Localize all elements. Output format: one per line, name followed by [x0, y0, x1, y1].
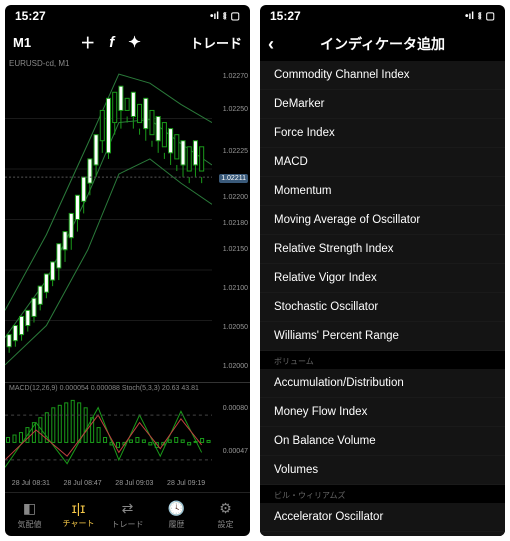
tab-設定[interactable]: ⚙設定: [201, 493, 250, 536]
list-item[interactable]: Volumes: [260, 456, 505, 485]
list-item[interactable]: DeMarker: [260, 90, 505, 119]
indicator-list-screen: 15:27 •ıl ⧛ ▢ ‹ インディケータ追加 Commodity Chan…: [260, 5, 505, 536]
price-tick: 1.02225: [223, 148, 248, 155]
list-item[interactable]: Money Flow Index: [260, 398, 505, 427]
tab-icon: 🕓: [168, 500, 185, 517]
price-tick: 1.02270: [223, 73, 248, 80]
price-tick: 1.02050: [223, 324, 248, 331]
list-item[interactable]: Accelerator Oscillator: [260, 503, 505, 532]
candlestick-chart: [5, 57, 212, 382]
status-time: 15:27: [15, 9, 46, 23]
tab-bar: ◧気配値ɪ|ɪチャート⇄トレード🕓履歴⚙設定: [5, 492, 250, 536]
section-header: ボリューム: [260, 351, 505, 369]
list-item[interactable]: Relative Strength Index: [260, 235, 505, 264]
tab-icon: ɪ|ɪ: [72, 500, 86, 516]
price-tick: 1.02180: [223, 220, 248, 227]
chart-screen: 15:27 •ıl ⧛ ▢ M1 ＋ f ✦ トレード EURUSD-cd, M…: [5, 5, 250, 536]
list-item[interactable]: Alligator: [260, 532, 505, 536]
list-item[interactable]: On Balance Volume: [260, 427, 505, 456]
tab-icon: ⚙: [219, 500, 232, 517]
nav-bar: ‹ インディケータ追加: [260, 27, 505, 61]
status-icons: •ıl ⧛ ▢: [210, 11, 240, 22]
list-item[interactable]: Williams' Percent Range: [260, 322, 505, 351]
time-tick: 28 Jul 09:19: [167, 480, 205, 492]
back-icon[interactable]: ‹: [268, 34, 274, 55]
time-tick: 28 Jul 08:47: [64, 480, 102, 492]
status-icons: •ıl ⧛ ▢: [465, 11, 495, 22]
time-tick: 28 Jul 08:31: [12, 480, 50, 492]
timeframe-label[interactable]: M1: [13, 35, 31, 50]
section-header: ビル・ウィリアムズ: [260, 485, 505, 503]
status-bar: 15:27 •ıl ⧛ ▢: [5, 5, 250, 27]
list-item[interactable]: Commodity Channel Index: [260, 61, 505, 90]
list-item[interactable]: MACD: [260, 148, 505, 177]
tab-icon: ⇄: [122, 500, 134, 517]
indicator-axis: 0.000800.00047: [212, 383, 250, 492]
price-tick: 1.02200: [223, 194, 248, 201]
macd-chart: [5, 383, 212, 492]
trade-button[interactable]: トレード: [190, 33, 242, 52]
crosshair-icon[interactable]: ＋: [80, 32, 95, 53]
price-axis: 1.02270 1.02250 1.02225 1.02200 1.02180 1.021…: [212, 57, 250, 382]
list-item[interactable]: Accumulation/Distribution: [260, 369, 505, 398]
list-item[interactable]: Stochastic Oscillator: [260, 293, 505, 322]
indicator-list[interactable]: Commodity Channel IndexDeMarkerForce Ind…: [260, 61, 505, 536]
list-item[interactable]: Moving Average of Oscillator: [260, 206, 505, 235]
list-item[interactable]: Relative Vigor Index: [260, 264, 505, 293]
status-time: 15:27: [270, 9, 301, 23]
nav-bar: M1 ＋ f ✦ トレード: [5, 27, 250, 57]
tab-icon: ◧: [23, 500, 36, 517]
tab-トレード[interactable]: ⇄トレード: [103, 493, 152, 536]
list-item[interactable]: Force Index: [260, 119, 505, 148]
tab-チャート[interactable]: ɪ|ɪチャート: [54, 493, 103, 536]
indicators-icon[interactable]: f: [109, 34, 114, 51]
time-axis: 28 Jul 08:31 28 Jul 08:47 28 Jul 09:03 28 J…: [5, 480, 212, 492]
tab-履歴[interactable]: 🕓履歴: [152, 493, 201, 536]
price-tick: 1.02250: [223, 106, 248, 113]
price-tick: 1.02150: [223, 246, 248, 253]
time-tick: 28 Jul 09:03: [115, 480, 153, 492]
page-title: インディケータ追加: [320, 34, 445, 54]
price-chart[interactable]: EURUSD-cd, M1 1.022701.022501.022251.022…: [5, 57, 250, 382]
tab-気配値[interactable]: ◧気配値: [5, 493, 54, 536]
status-bar: 15:27 •ıl ⧛ ▢: [260, 5, 505, 27]
objects-icon[interactable]: ✦: [128, 33, 141, 51]
price-tick: 1.02100: [223, 285, 248, 292]
indicator-pane[interactable]: MACD(12,26,9) 0.000054 0.000088 Stoch(5,…: [5, 382, 250, 492]
list-item[interactable]: Momentum: [260, 177, 505, 206]
price-tick: 1.02000: [223, 363, 248, 370]
current-price: 1.02211: [219, 174, 248, 183]
